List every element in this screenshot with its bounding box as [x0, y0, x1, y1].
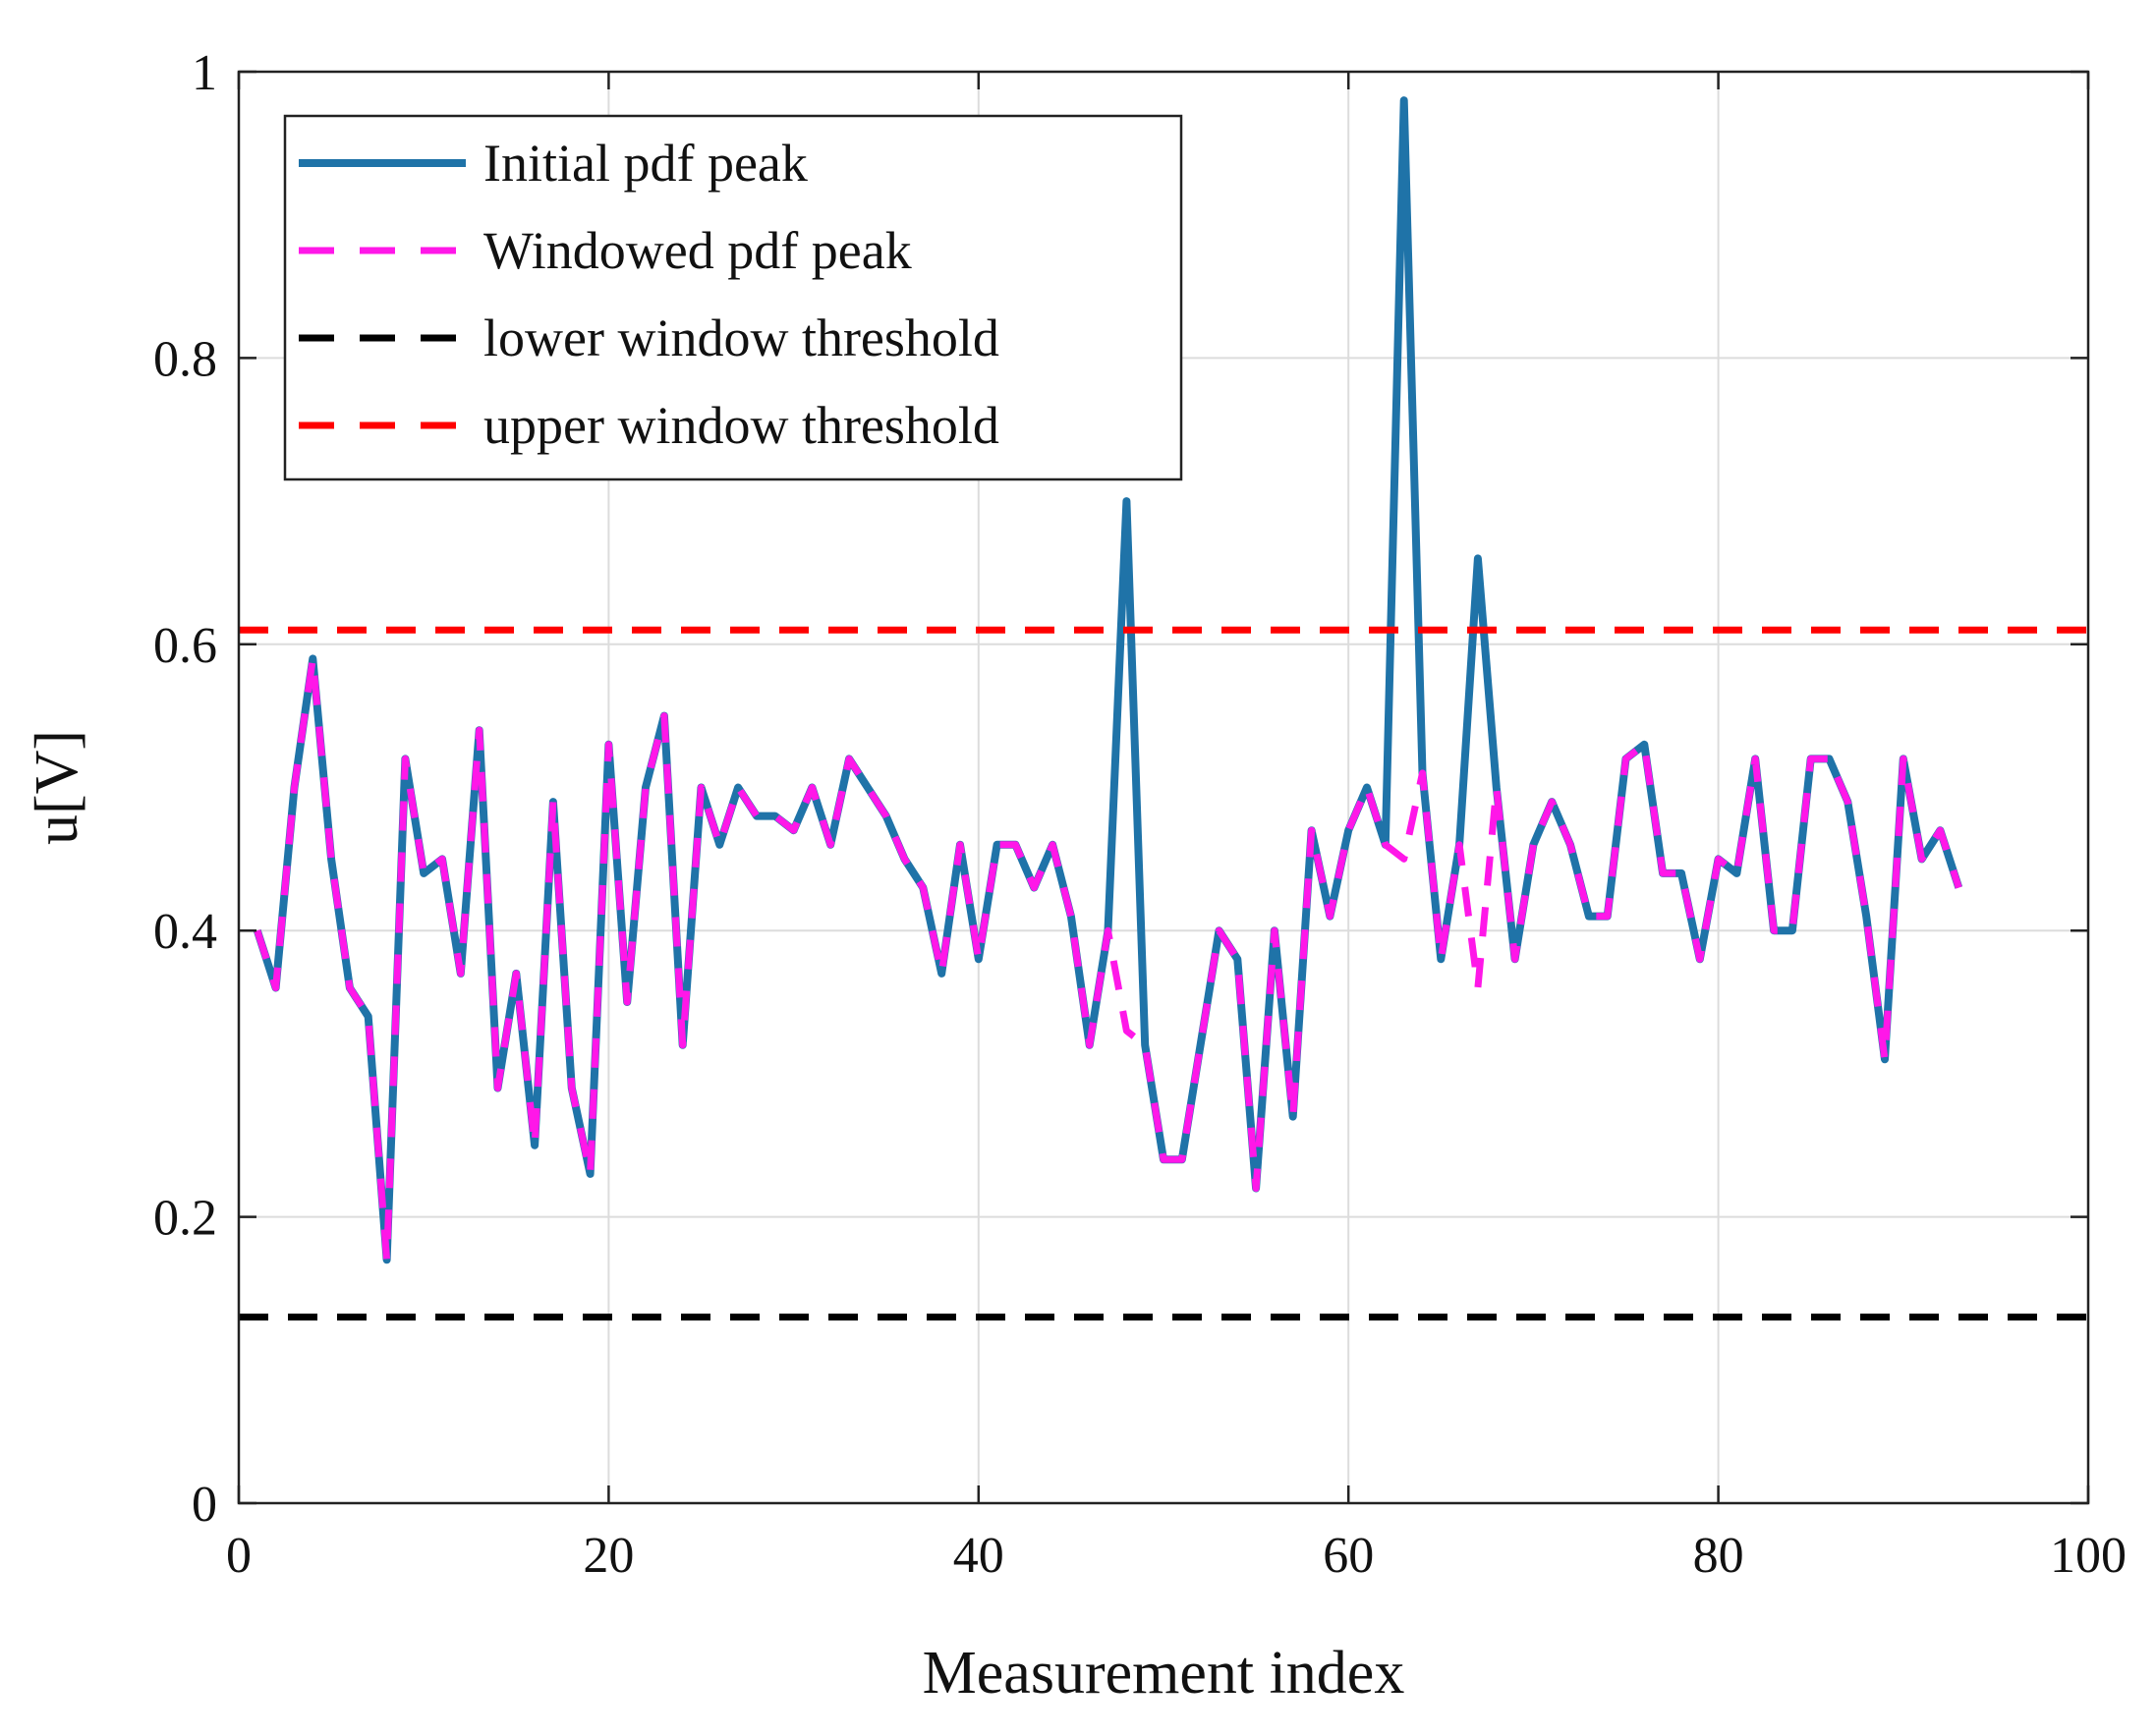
x-tick-label: 100 — [2050, 1528, 2127, 1584]
legend-label: lower window threshold — [483, 308, 999, 367]
x-tick-label: 40 — [953, 1528, 1004, 1584]
y-axis-label: u[V] — [24, 730, 90, 845]
legend-label: Windowed pdf peak — [483, 221, 912, 280]
legend-label: upper window threshold — [483, 396, 999, 455]
y-tick-label: 0.8 — [153, 331, 217, 387]
legend: Initial pdf peak Windowed pdf peak lower w… — [283, 114, 1183, 481]
x-tick-label: 20 — [583, 1528, 634, 1584]
x-tick-label: 80 — [1693, 1528, 1744, 1584]
legend-box — [283, 114, 1183, 481]
x-tick-label: 0 — [226, 1528, 252, 1584]
y-tick-label: 0 — [192, 1477, 217, 1533]
axes-box — [237, 70, 2090, 1505]
y-tick-label: 0.4 — [153, 904, 217, 960]
legend-label: Initial pdf peak — [483, 134, 808, 193]
x-tick-label: 60 — [1323, 1528, 1374, 1584]
ticks: 0 20 40 60 80 100 0 0.2 0.4 0.6 0.8 1 — [153, 45, 2127, 1584]
series-line-windowed-pdf-peak — [254, 654, 1962, 1263]
y-tick-label: 0.6 — [153, 618, 217, 674]
x-axis-label: Measurement index — [923, 1640, 1405, 1707]
series-layer — [239, 96, 2088, 1321]
y-tick-label: 1 — [192, 45, 217, 101]
y-tick-label: 0.2 — [153, 1191, 217, 1247]
